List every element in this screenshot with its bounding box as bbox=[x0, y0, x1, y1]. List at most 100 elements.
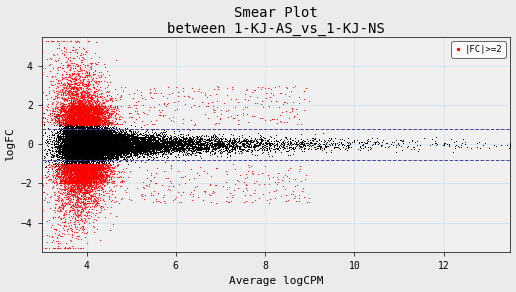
Point bbox=[71, 140, 79, 145]
Point bbox=[109, 145, 117, 150]
Point bbox=[106, 140, 115, 144]
Point bbox=[82, 139, 90, 144]
Point bbox=[100, 152, 108, 157]
Point bbox=[85, 120, 93, 125]
Point bbox=[233, 178, 241, 182]
Point bbox=[79, 154, 88, 159]
Point bbox=[83, 125, 91, 130]
Point bbox=[188, 142, 196, 147]
Point bbox=[84, 147, 92, 152]
Point bbox=[82, 121, 90, 126]
Point bbox=[101, 139, 109, 144]
Point bbox=[286, 144, 294, 149]
Point bbox=[66, 138, 74, 142]
Point bbox=[89, 145, 98, 150]
Point bbox=[105, 177, 113, 182]
Point bbox=[88, 131, 96, 135]
Point bbox=[67, 172, 75, 176]
Point bbox=[73, 143, 81, 148]
Point bbox=[75, 139, 83, 144]
Point bbox=[240, 147, 248, 152]
Point bbox=[99, 133, 107, 137]
Point bbox=[84, 146, 92, 151]
Point bbox=[132, 152, 140, 157]
Point bbox=[72, 143, 80, 148]
Point bbox=[69, 119, 77, 123]
Point bbox=[42, 240, 51, 245]
Point bbox=[78, 156, 87, 161]
Point bbox=[74, 140, 82, 145]
Point bbox=[178, 144, 186, 149]
Point bbox=[49, 39, 57, 43]
Point bbox=[83, 129, 91, 134]
Point bbox=[97, 146, 105, 150]
Point bbox=[55, 164, 63, 169]
Point bbox=[85, 138, 93, 142]
Point bbox=[99, 98, 107, 102]
Point bbox=[57, 182, 66, 187]
Point bbox=[78, 146, 87, 151]
Point bbox=[80, 146, 89, 150]
Point bbox=[63, 103, 71, 108]
Point bbox=[108, 132, 117, 136]
Point bbox=[93, 91, 102, 95]
Point bbox=[73, 175, 82, 180]
Point bbox=[88, 137, 96, 142]
Point bbox=[88, 117, 96, 122]
Point bbox=[72, 116, 80, 120]
Point bbox=[98, 145, 106, 150]
Point bbox=[66, 135, 74, 140]
Point bbox=[80, 115, 88, 119]
Point bbox=[138, 130, 147, 135]
Point bbox=[73, 179, 81, 184]
Point bbox=[185, 142, 193, 147]
Point bbox=[99, 145, 107, 150]
Point bbox=[100, 152, 108, 156]
Point bbox=[74, 137, 82, 142]
Point bbox=[70, 146, 78, 151]
Point bbox=[96, 144, 105, 149]
Point bbox=[83, 144, 91, 149]
Point bbox=[89, 142, 98, 146]
Point bbox=[98, 154, 106, 159]
Point bbox=[70, 156, 78, 160]
Point bbox=[82, 157, 90, 161]
Point bbox=[62, 143, 71, 148]
Point bbox=[122, 135, 131, 140]
Point bbox=[206, 141, 214, 146]
Point bbox=[98, 121, 106, 126]
Point bbox=[144, 144, 153, 149]
Point bbox=[127, 143, 136, 148]
Point bbox=[79, 103, 87, 108]
Point bbox=[63, 145, 71, 150]
Point bbox=[82, 147, 90, 151]
Point bbox=[77, 135, 86, 139]
Point bbox=[186, 134, 194, 139]
Point bbox=[67, 126, 75, 131]
Point bbox=[77, 165, 86, 170]
Point bbox=[109, 149, 117, 154]
Point bbox=[344, 145, 352, 149]
Point bbox=[90, 136, 99, 141]
Point bbox=[95, 110, 103, 115]
Point bbox=[160, 144, 168, 149]
Point bbox=[91, 138, 99, 143]
Point bbox=[79, 178, 88, 183]
Point bbox=[92, 145, 101, 150]
Point bbox=[100, 140, 108, 144]
Point bbox=[182, 136, 190, 141]
Point bbox=[73, 122, 82, 127]
Point bbox=[78, 143, 86, 148]
Point bbox=[66, 145, 74, 150]
Point bbox=[71, 151, 79, 156]
Point bbox=[98, 181, 106, 185]
Point bbox=[77, 145, 86, 150]
Point bbox=[88, 162, 96, 167]
Point bbox=[235, 144, 243, 148]
Point bbox=[89, 138, 98, 142]
Point bbox=[114, 146, 122, 150]
Point bbox=[77, 122, 86, 127]
Point bbox=[118, 146, 126, 150]
Point bbox=[108, 140, 117, 145]
Point bbox=[82, 155, 90, 160]
